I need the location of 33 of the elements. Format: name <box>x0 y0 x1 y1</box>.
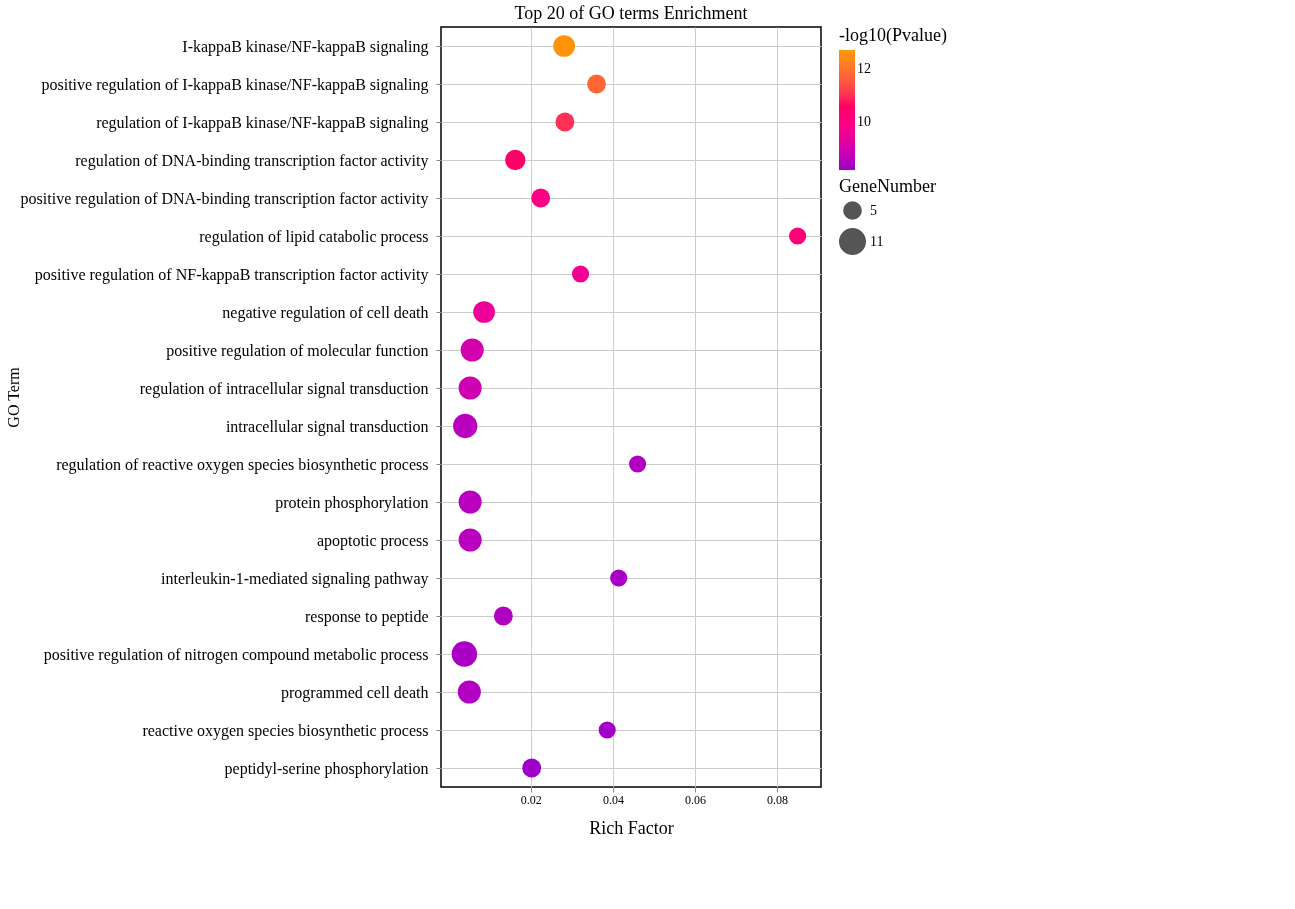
y-tick-label: negative regulation of cell death <box>222 303 429 322</box>
y-tick-label: positive regulation of molecular function <box>166 341 429 360</box>
y-tick-label: I-kappaB kinase/NF-kappaB signaling <box>182 37 429 56</box>
legend-title: GeneNumber <box>839 176 936 196</box>
y-tick-label: positive regulation of NF-kappaB transcription factor activity <box>34 265 429 284</box>
y-tick-label: regulation of DNA-binding transcription factor activity <box>75 151 429 170</box>
y-tick-label: reactive oxygen species biosynthetic process <box>142 721 429 740</box>
y-tick-label: regulation of reactive oxygen species biosynthetic process <box>56 455 429 474</box>
y-tick-label: apoptotic process <box>316 531 429 550</box>
legend-label: 11 <box>870 233 884 249</box>
y-tick-label: positive regulation of nitrogen compound metabolic process <box>43 645 429 664</box>
x-axis-title: Rich Factor <box>589 817 674 838</box>
y-tick-label: regulation of lipid catabolic process <box>199 227 429 246</box>
y-tick-label: programmed cell death <box>281 683 429 702</box>
color-bar-label: 10 <box>857 114 871 129</box>
y-tick-label: interleukin-1-mediated signaling pathway <box>161 569 429 588</box>
color-bar-title: -log10(Pvalue) <box>839 25 947 46</box>
y-tick-label: peptidyl-serine phosphorylation <box>224 759 429 778</box>
x-tick-label: 0.06 <box>685 792 707 807</box>
y-axis-title: GO Term <box>4 366 22 428</box>
y-tick-label: intracellular signal transduction <box>225 417 429 436</box>
y-tick-label: regulation of intracellular signal transduction <box>139 379 429 398</box>
y-tick-label: protein phosphorylation <box>275 493 429 512</box>
y-tick-label: positive regulation of DNA-binding transcription factor activity <box>20 189 429 208</box>
x-tick-label: 0.02 <box>520 792 542 807</box>
y-tick-label: response to peptide <box>304 607 429 626</box>
color-bar-label: 12 <box>857 60 871 76</box>
x-tick-label: 0.04 <box>602 792 624 807</box>
y-tick-label: regulation of I-kappaB kinase/NF-kappaB signaling <box>96 113 429 132</box>
legend-label: 5 <box>870 202 877 218</box>
x-tick-label: 0.08 <box>767 792 789 807</box>
chart-title: Top 20 of GO terms Enrichment <box>514 3 748 23</box>
y-tick-label: positive regulation of I-kappaB kinase/NF-kappaB signaling <box>41 75 429 94</box>
